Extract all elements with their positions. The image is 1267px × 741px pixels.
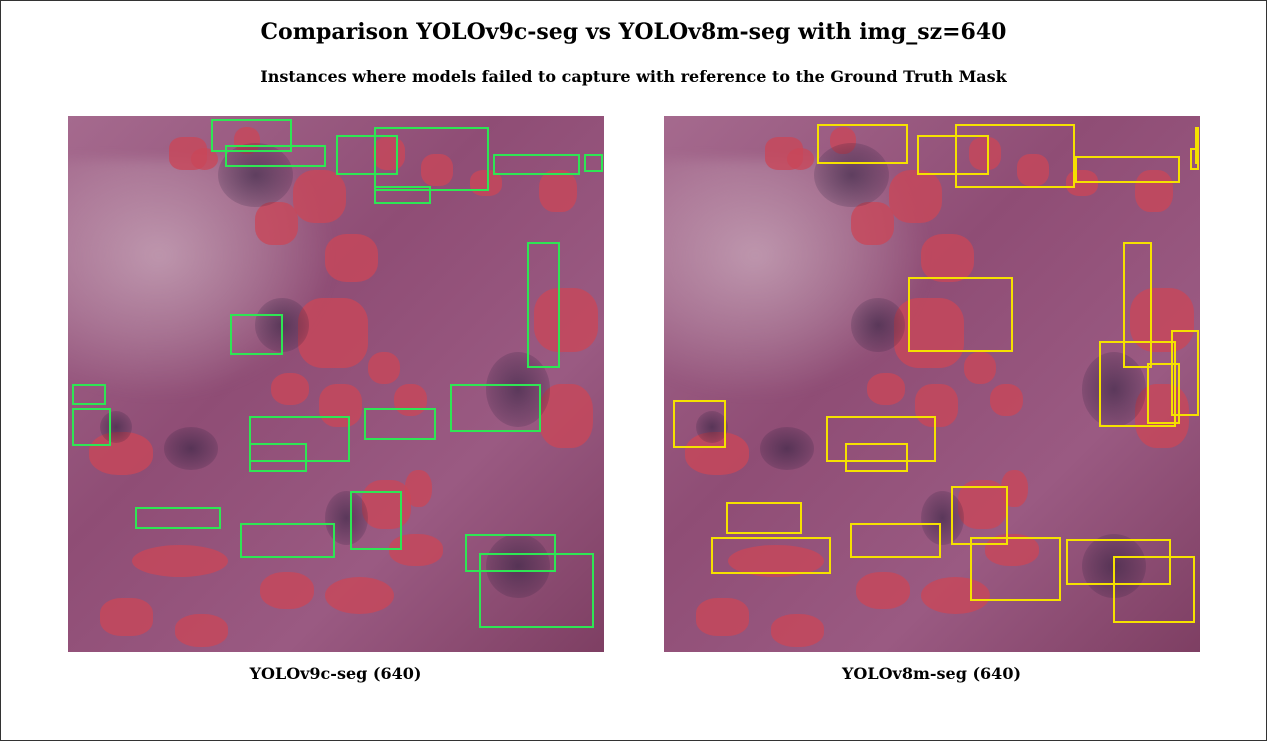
segmentation-blob	[867, 373, 905, 405]
segmentation-blob	[771, 614, 825, 646]
segmentation-blob	[271, 373, 309, 405]
missed-instance-box	[1171, 330, 1200, 416]
missed-instance-box	[1190, 148, 1200, 169]
missed-instance-box	[527, 242, 561, 368]
missed-instance-box	[970, 537, 1061, 601]
segmentation-blob	[298, 298, 368, 368]
missed-instance-box	[845, 443, 907, 472]
missed-instance-box	[350, 491, 403, 550]
segmentation-blob	[132, 545, 228, 577]
dark-region	[851, 298, 905, 352]
missed-instance-box	[230, 314, 283, 354]
missed-instance-box	[135, 507, 221, 528]
missed-instance-box	[225, 145, 326, 166]
segmentation-blob	[175, 614, 229, 646]
segmentation-blob	[856, 572, 910, 610]
panel-left: YOLOv9c-seg (640)	[68, 116, 604, 683]
figure: Comparison YOLOv9c-seg vs YOLOv8m-seg wi…	[0, 0, 1267, 741]
missed-instance-box	[364, 408, 436, 440]
missed-instance-box	[850, 523, 941, 558]
missed-instance-box	[72, 384, 106, 405]
missed-instance-box	[955, 124, 1075, 188]
dark-region	[760, 427, 814, 470]
missed-instance-box	[374, 186, 431, 205]
segmentation-blob	[368, 352, 400, 384]
segmentation-blob	[889, 170, 943, 224]
missed-instance-box	[726, 502, 803, 534]
missed-instance-box	[493, 154, 579, 175]
segmentation-blob	[539, 170, 577, 213]
missed-instance-box	[249, 443, 306, 472]
segmentation-blob	[990, 384, 1022, 416]
missed-instance-box	[72, 408, 110, 446]
dark-region	[164, 427, 218, 470]
panel-left-canvas	[68, 116, 604, 652]
missed-instance-box	[374, 127, 489, 191]
segmentation-blob	[787, 148, 814, 169]
segmentation-blob	[921, 234, 975, 282]
panels-row: YOLOv9c-seg (640) YOLOv8m-seg (640)	[1, 116, 1266, 683]
missed-instance-box	[673, 400, 726, 448]
segmentation-blob	[100, 598, 154, 636]
missed-instance-box	[711, 537, 831, 575]
missed-instance-box	[450, 384, 541, 432]
missed-instance-box	[584, 154, 603, 173]
panel-right-caption: YOLOv8m-seg (640)	[842, 664, 1021, 683]
missed-instance-box	[908, 277, 1013, 352]
segmentation-blob	[696, 598, 750, 636]
missed-instance-box	[817, 124, 908, 164]
panel-left-caption: YOLOv9c-seg (640)	[250, 664, 422, 683]
segmentation-blob	[851, 202, 894, 245]
missed-instance-box	[465, 534, 556, 572]
segmentation-blob	[325, 234, 379, 282]
segmentation-blob	[964, 352, 996, 384]
figure-title: Comparison YOLOv9c-seg vs YOLOv8m-seg wi…	[1, 19, 1266, 45]
panel-right-canvas	[664, 116, 1200, 652]
segmentation-blob	[293, 170, 347, 224]
segmentation-blob	[405, 470, 432, 508]
segmentation-blob	[260, 572, 314, 610]
figure-subtitle: Instances where models failed to capture…	[1, 67, 1266, 86]
panel-right: YOLOv8m-seg (640)	[664, 116, 1200, 683]
missed-instance-box	[1075, 156, 1180, 183]
missed-instance-box	[240, 523, 336, 558]
segmentation-blob	[255, 202, 298, 245]
missed-instance-box	[1113, 556, 1194, 623]
